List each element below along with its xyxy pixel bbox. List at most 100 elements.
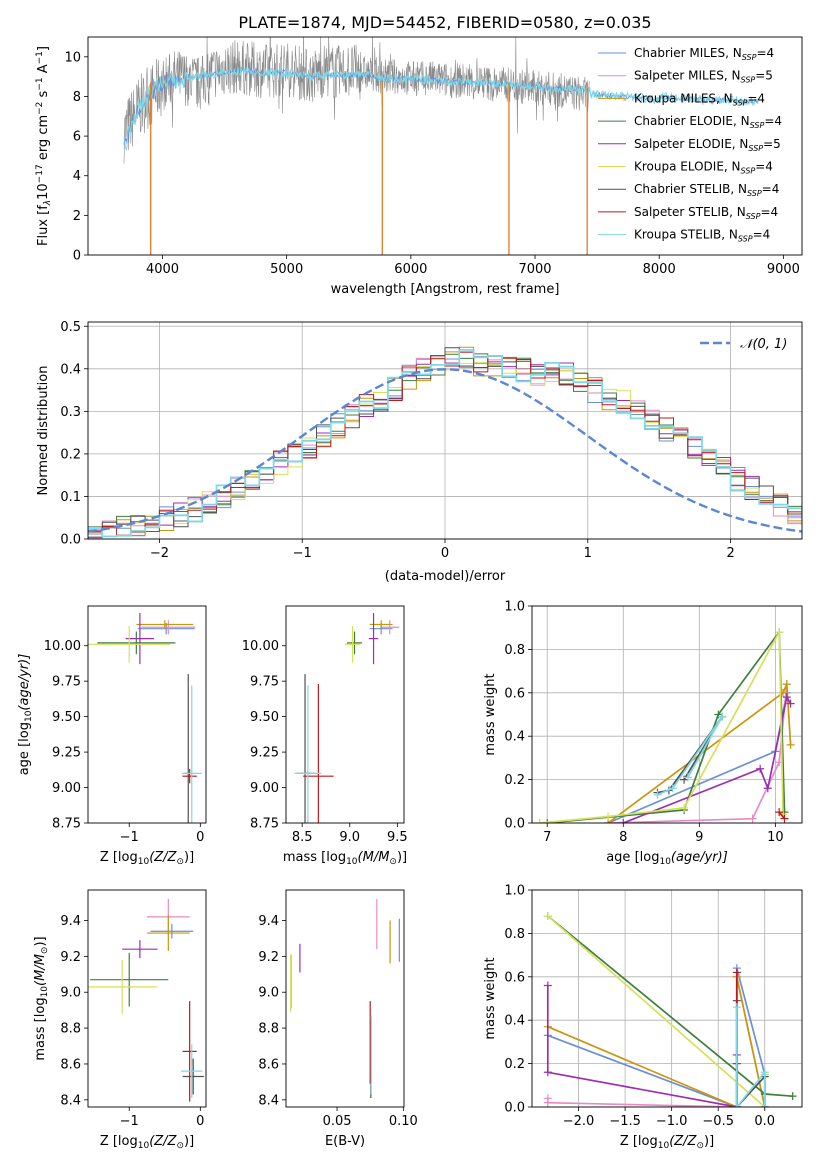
x-tick-label: −1.0: [656, 1114, 688, 1129]
label-part: Chabrier STELIB, N: [634, 182, 747, 196]
label-part: Salpeter ELODIE, N: [634, 137, 748, 151]
legend-entry: Kroupa STELIB, NSSP=4: [634, 228, 770, 244]
y-tick-label: 0: [73, 249, 81, 264]
label-part: mass [log: [33, 997, 48, 1060]
mass-weight-marker: [683, 773, 692, 782]
axes-frame: [285, 889, 405, 1108]
y-axis-label: Flux [fλ10−17 erg cm−2 s−1 A−1]: [35, 46, 53, 246]
axes-frame: [87, 36, 803, 256]
x-tick-label: 2: [726, 546, 734, 561]
x-tick-label: −1: [293, 546, 312, 561]
axes-frame: [87, 321, 803, 540]
x-tick-label: 9: [695, 830, 703, 845]
y-tick-label: 9.2: [60, 950, 81, 965]
plot-area-spectrum: [123, 37, 759, 255]
mass-weight-marker: [619, 819, 628, 823]
x-tick-label: 0.0: [754, 1114, 775, 1129]
mass-weight-marker: [732, 968, 741, 977]
label-part: age [log: [17, 722, 32, 775]
mass-weight-marker: [782, 693, 791, 702]
mass-weight-marker: [543, 1098, 552, 1107]
x-tick-label: 8000: [643, 262, 676, 277]
y-tick-label: 1.0: [504, 884, 525, 899]
y-tick-label: 0.0: [60, 533, 81, 548]
label-part: SSP: [746, 212, 761, 221]
label-part: SSP: [747, 189, 762, 198]
plot-area-residuals: [88, 346, 802, 539]
y-tick-label: 0.2: [504, 1057, 525, 1072]
mass-weight-line: [608, 684, 788, 823]
axes-frame: [87, 605, 207, 824]
y-tick-label: 10.00: [242, 639, 279, 654]
label-part: Chabrier MILES, N: [634, 46, 742, 60]
mass-weight-marker: [653, 790, 662, 799]
label-part: =4: [755, 160, 773, 174]
label-part: age [log: [606, 850, 659, 865]
histogram-step: [88, 353, 802, 528]
mass-weight-marker: [718, 712, 727, 721]
x-tick-label: 9.5: [387, 830, 408, 845]
y-axis-label: age [log10(age/yr)]: [17, 654, 34, 776]
label-part: Salpeter MILES, N: [634, 69, 741, 83]
x-axis-label: E(B-V): [325, 1134, 365, 1149]
mass-weight-marker: [780, 814, 789, 823]
histogram-step: [88, 347, 802, 538]
mass-weight-marker: [680, 803, 689, 812]
axes-mass-vs-Z: −1 08.48.68.89.09.29.4Z [log10(Z/Z⊙)]mass…: [33, 889, 207, 1151]
label-part: −1: [35, 51, 45, 64]
mass-weight-marker: [668, 784, 677, 793]
label-part: λ: [43, 200, 53, 206]
y-tick-label: 0.1: [60, 490, 81, 505]
y-tick-label: 4: [73, 169, 81, 184]
y-tick-label: 9.00: [52, 781, 81, 796]
mass-weight-marker: [543, 1068, 552, 1077]
mass-weight-marker: [775, 628, 784, 637]
label-part: SSP: [733, 98, 748, 107]
label-part: 10: [138, 857, 150, 867]
label-part: Kroupa STELIB, N: [634, 228, 738, 242]
mass-weight-line: [607, 683, 792, 823]
y-tick-label: 0.8: [504, 643, 525, 658]
label-part: Kroupa MILES, N: [634, 91, 733, 105]
axes-spectrum: 4000 5000 6000 7000 8000 9000 0 2 4 6 8 10 wavelengt…: [35, 36, 803, 297]
axes-frame: [531, 605, 803, 824]
mass-weight-marker: [543, 912, 552, 921]
y-tick-label: 9.25: [52, 746, 81, 761]
y-tick-label: 0.0: [504, 1101, 525, 1116]
y-tick-label: 9.25: [250, 746, 279, 761]
label-part: )]: [184, 850, 194, 865]
label-part: ⊙: [696, 1141, 704, 1151]
mass-weight-marker: [732, 1003, 741, 1012]
label-part: Chabrier ELODIE, N: [634, 114, 750, 128]
normal-reference-curve: [88, 368, 802, 533]
mass-weight-marker: [535, 819, 544, 823]
y-tick-label: 8.8: [258, 1022, 279, 1037]
mass-weight-marker: [786, 699, 795, 708]
y-tick-label: 0.2: [60, 447, 81, 462]
x-axis-label: mass [log10(M/M⊙)]: [283, 850, 407, 867]
label-part: erg cm: [36, 115, 51, 164]
y-tick-label: 0.3: [60, 405, 81, 420]
label-part: Z [log: [100, 1134, 138, 1149]
label-part: 10: [658, 1141, 670, 1151]
y-tick-label: 0.6: [504, 686, 525, 701]
x-tick-label: 9.0: [339, 830, 360, 845]
mass-weight-marker: [763, 784, 772, 793]
legend-entry: Chabrier ELODIE, NSSP=4: [634, 114, 782, 130]
label-part: )]: [33, 936, 48, 946]
label-part: 10: [40, 986, 50, 998]
legend-entry: 𝒩(0, 1): [740, 337, 787, 352]
label-part: =4: [764, 114, 782, 128]
x-tick-label: 6000: [394, 262, 427, 277]
mass-weight-line: [622, 694, 792, 823]
label-part: SSP: [750, 121, 765, 130]
axes-mass-weight-vs-Z: −2.0 −1.5 −1.0 −0.5 0.0 0.0 0.2 0.4 0.6 0.8 1.0 Z […: [483, 884, 803, 1151]
y-tick-label: 0.8: [504, 927, 525, 942]
plot-area-age-vs-mass: [294, 613, 400, 823]
x-tick-label: −2: [150, 546, 169, 561]
axes-residuals: −2 −1 0 1 2 0.0 0.1 0.2 0.3 0.4 0.5 𝒩(0, 1) (data-mo…: [36, 320, 803, 584]
plot-area-mass-vs-Z: [88, 898, 204, 1102]
label-part: =4: [756, 46, 774, 60]
y-tick-label: 8.6: [258, 1057, 279, 1072]
